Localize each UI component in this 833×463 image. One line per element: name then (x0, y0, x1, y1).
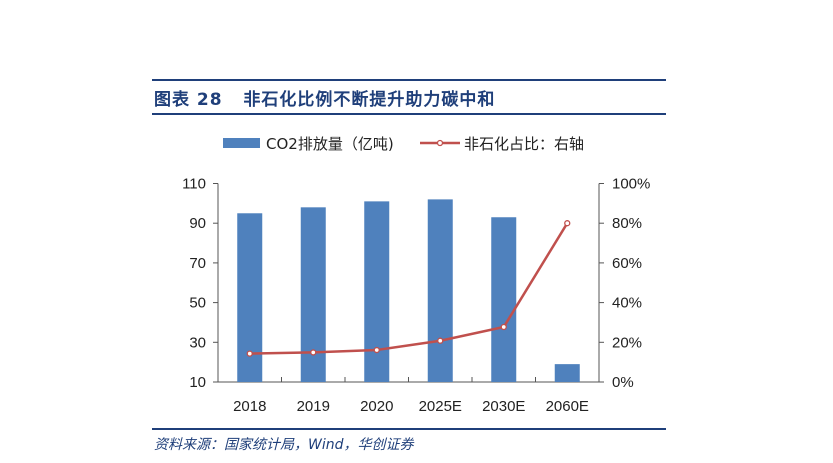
left-tick-label: 50 (189, 295, 206, 312)
left-tick-label: 30 (189, 334, 206, 351)
line-point-2025E (437, 337, 444, 344)
right-tick-label: 40% (612, 295, 642, 312)
legend-bar-label: CO2排放量（亿吨) (266, 135, 394, 153)
x-tick-label: 2018 (233, 398, 266, 415)
legend-bar-swatch (223, 138, 260, 148)
x-tick-label: 2020 (360, 398, 393, 415)
line-series (249, 222, 569, 355)
x-tick-label: 2025E (419, 398, 462, 415)
bar-2019 (300, 207, 326, 382)
source-note: 资料来源：国家统计局，Wind，华创证券 (154, 437, 414, 453)
legend-line-label: 非石化占比：右轴 (464, 135, 584, 153)
line-point-2019 (310, 349, 317, 356)
chart-title: 图表 28 非石化比例不断提升助力碳中和 (154, 90, 496, 110)
right-tick-label: 60% (612, 255, 642, 272)
left-tick-label: 70 (189, 255, 206, 272)
right-tick-label: 20% (612, 334, 642, 351)
right-tick-label: 100% (612, 176, 650, 193)
title-bottom-rule (152, 113, 666, 115)
left-tick-label: 90 (189, 215, 206, 232)
x-tick-label: 2060E (546, 398, 589, 415)
bar-2020 (364, 201, 390, 382)
source-rule (152, 428, 666, 430)
left-tick-label: 110 (182, 176, 206, 193)
line-point-2030E (500, 323, 507, 331)
line-point-2020 (373, 346, 380, 354)
right-tick-label: 0% (612, 374, 634, 391)
right-tick-label: 80% (612, 215, 642, 232)
bar-2030E (491, 217, 517, 382)
bar-2025E (427, 199, 453, 382)
title-top-rule (152, 79, 666, 81)
bar-2060E (554, 364, 580, 382)
x-tick-label: 2030E (482, 398, 525, 415)
line-point-2018 (246, 350, 253, 357)
line-point-2060E (564, 220, 571, 227)
x-tick-label: 2019 (297, 398, 330, 415)
legend-line-marker (436, 139, 444, 147)
left-tick-label: 10 (189, 374, 206, 391)
